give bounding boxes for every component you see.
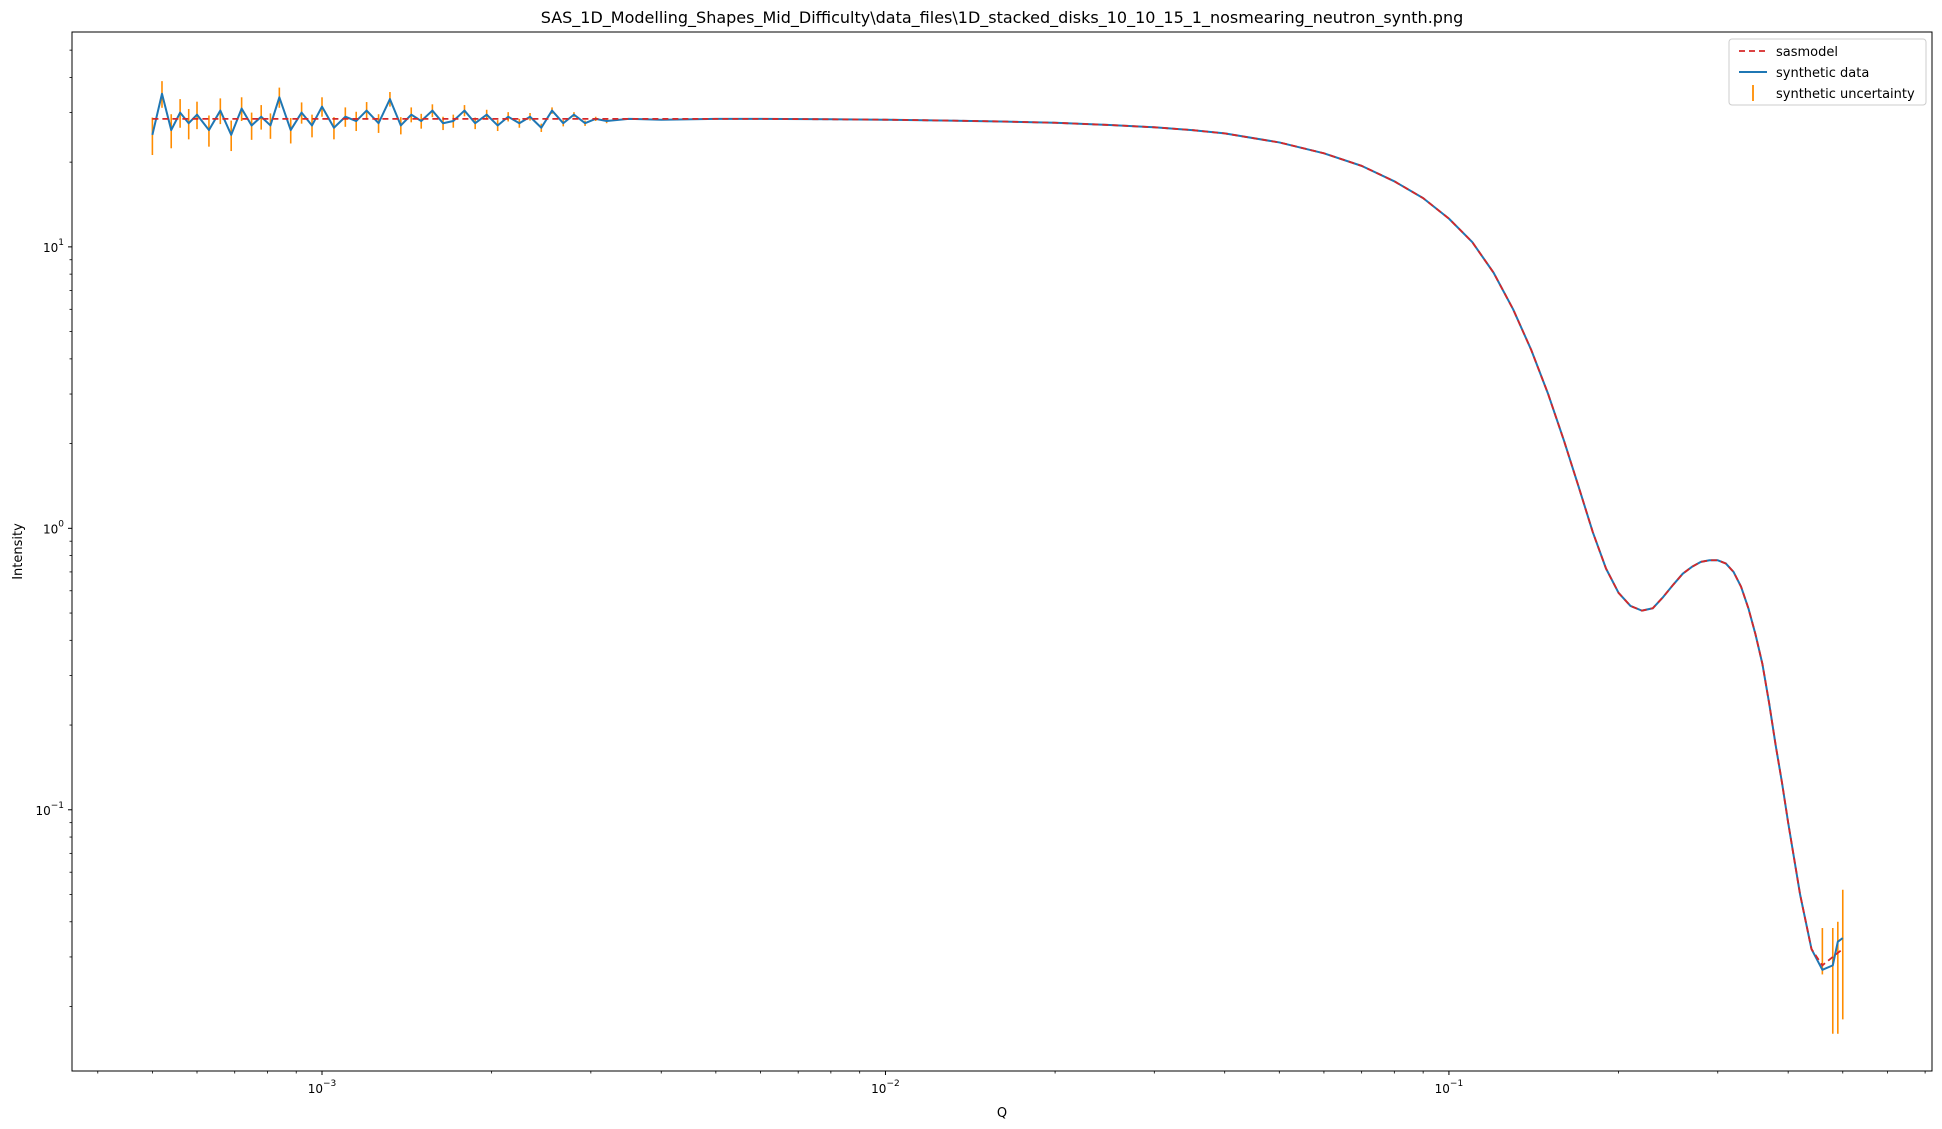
series-line-synthetic-data	[151, 92, 1844, 971]
y-tick-label: 100	[43, 519, 64, 536]
x-tick-exponent: −2	[886, 1079, 899, 1089]
legend-label-synthetic-data: synthetic data	[1776, 66, 1869, 81]
chart-title: SAS_1D_Modelling_Shapes_Mid_Difficulty\d…	[541, 8, 1463, 28]
y-tick-exponent: 0	[58, 519, 64, 529]
x-tick-label: 10−2	[871, 1079, 900, 1096]
plot-area-frame	[71, 31, 1933, 1072]
y-tick-base: 10	[43, 522, 58, 536]
x-axis-label: Q	[997, 1106, 1007, 1121]
y-tick-label: 101	[43, 238, 64, 255]
y-tick-exponent: −1	[51, 801, 64, 811]
legend-label-synthetic-uncertainty: synthetic uncertainty	[1776, 87, 1915, 102]
y-tick-label: 10−1	[35, 801, 64, 818]
y-tick-exponent: 1	[58, 238, 64, 248]
x-tick-exponent: −1	[1450, 1079, 1463, 1089]
y-axis-label: Intensity	[11, 523, 26, 580]
y-tick-base: 10	[35, 804, 50, 818]
series-line-sasmodel	[152, 117, 1844, 967]
x-tick-exponent: −3	[323, 1079, 336, 1089]
y-tick-base: 10	[43, 241, 58, 255]
x-tick-label: 10−3	[308, 1079, 337, 1096]
x-tick-base: 10	[1435, 1082, 1450, 1096]
legend-label-sasmodel: sasmodel	[1776, 45, 1838, 60]
legend: sasmodel synthetic data synthetic uncert…	[1728, 38, 1927, 106]
legend-box	[1728, 38, 1927, 106]
series-layer	[151, 81, 1844, 1034]
x-tick-base: 10	[308, 1082, 323, 1096]
x-tick-label: 10−1	[1435, 1079, 1464, 1096]
x-tick-base: 10	[871, 1082, 886, 1096]
